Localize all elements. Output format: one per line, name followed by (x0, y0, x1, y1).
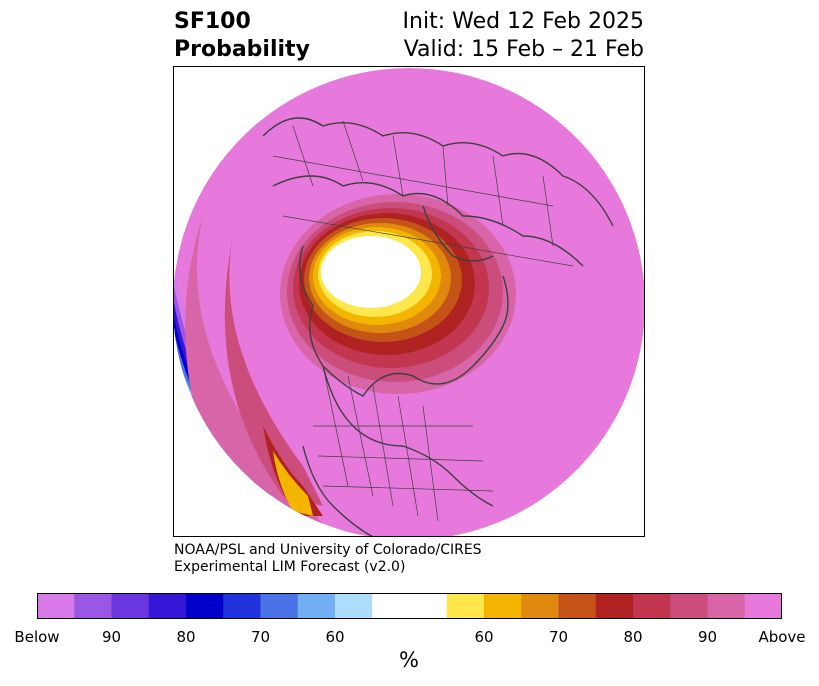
colorbar-cell (297, 593, 336, 619)
credit: NOAA/PSL and University of Colorado/CIRE… (174, 542, 482, 576)
map-frame (173, 66, 645, 537)
coastlines (262, 117, 614, 537)
colorbar-cell (670, 593, 708, 619)
colorbar-cell (223, 593, 261, 619)
colorbar-tick-label: 90 (697, 628, 718, 646)
colorbar-cell (446, 593, 485, 619)
colorbar-cell (595, 593, 634, 619)
valid-range: Valid: 15 Feb – 21 Feb (403, 37, 644, 62)
colorbar-tick-label: 90 (101, 628, 122, 646)
colorbar-frame (37, 593, 782, 619)
colorbar-cell (372, 593, 410, 619)
credit-line-2: Experimental LIM Forecast (v2.0) (174, 559, 406, 575)
colorbar-cell (521, 593, 559, 619)
colorbar-cell (558, 593, 597, 619)
polar-map (173, 66, 645, 537)
colorbar-cell (260, 593, 299, 619)
forecast-dates: Init: Wed 12 Feb 2025 Valid: 15 Feb – 21… (403, 8, 644, 64)
variable-label: SF100 (174, 9, 251, 34)
colorbar-cell (111, 593, 150, 619)
colorbar-cell (37, 593, 75, 619)
colorbar-tick-label: 80 (176, 628, 196, 646)
colorbar-cell (74, 593, 112, 619)
colorbar-tick-label: 70 (548, 628, 569, 646)
colorbar-tick-label: 60 (325, 628, 345, 646)
colorbar-cell (484, 593, 522, 619)
product-label: Probability (174, 37, 310, 62)
colorbar-cell (707, 593, 746, 619)
colorbar-units: % (399, 648, 419, 672)
polar-high-ring (280, 194, 516, 394)
colorbar (37, 593, 782, 619)
colorbar-cell (409, 593, 448, 619)
political-borders (272, 120, 574, 522)
probability-field (173, 68, 645, 537)
init-date: Init: Wed 12 Feb 2025 (402, 9, 644, 34)
credit-line-1: NOAA/PSL and University of Colorado/CIRE… (174, 542, 482, 558)
colorbar-cell (186, 593, 224, 619)
colorbar-tick-label: 60 (474, 628, 494, 646)
colorbar-tick-label: 70 (250, 628, 271, 646)
chart-title: SF100 Probability (174, 8, 310, 64)
colorbar-tick-label: 80 (623, 628, 643, 646)
colorbar-tick-label: Below (14, 628, 60, 646)
colorbar-cell (148, 593, 187, 619)
colorbar-tick-label: Above (758, 628, 806, 646)
colorbar-cell (335, 593, 373, 619)
colorbar-cell (744, 593, 782, 619)
colorbar-cell (633, 593, 671, 619)
